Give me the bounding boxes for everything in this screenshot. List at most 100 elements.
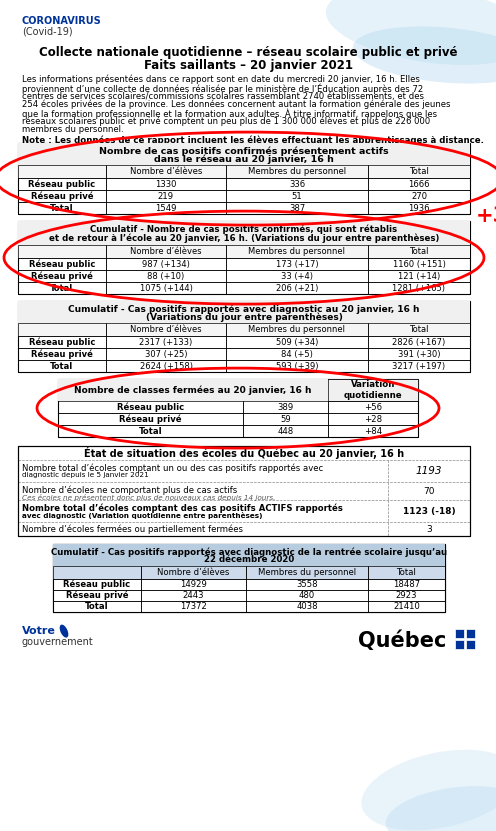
Text: Variation
quotidienne: Variation quotidienne xyxy=(344,381,402,400)
Ellipse shape xyxy=(385,786,496,831)
Text: +28: +28 xyxy=(364,415,382,424)
Text: 480: 480 xyxy=(299,591,315,600)
Bar xyxy=(328,413,418,425)
Text: Réseau privé: Réseau privé xyxy=(31,349,93,359)
Bar xyxy=(18,165,470,178)
Text: 509 (+34): 509 (+34) xyxy=(276,337,318,347)
Text: 206 (+21): 206 (+21) xyxy=(276,283,318,293)
Bar xyxy=(243,401,328,413)
Text: Note : Les données de ce rapport incluent les élèves effectuant les apprentissag: Note : Les données de ce rapport incluen… xyxy=(22,135,484,145)
Text: Nombre de cas positifs confirmés présentement actifs: Nombre de cas positifs confirmés présent… xyxy=(99,146,389,155)
Text: 2624 (+158): 2624 (+158) xyxy=(139,361,192,371)
Text: 1936: 1936 xyxy=(408,204,430,213)
Bar xyxy=(53,566,141,579)
Text: 3558: 3558 xyxy=(296,580,318,589)
Bar xyxy=(328,401,418,413)
Text: Total: Total xyxy=(50,204,74,213)
Text: 18487: 18487 xyxy=(393,580,420,589)
Bar xyxy=(18,221,470,294)
Text: 593 (+39): 593 (+39) xyxy=(276,361,318,371)
Bar xyxy=(226,360,368,372)
Bar xyxy=(53,590,141,601)
Text: 1193: 1193 xyxy=(416,466,442,476)
Text: Membres du personnel: Membres du personnel xyxy=(258,568,356,577)
Bar xyxy=(466,640,475,649)
Text: 59: 59 xyxy=(280,415,291,424)
Text: 1075 (+144): 1075 (+144) xyxy=(139,283,192,293)
Text: 4038: 4038 xyxy=(296,602,318,611)
Bar xyxy=(368,348,470,360)
Text: 389: 389 xyxy=(277,402,294,411)
Text: 219: 219 xyxy=(158,192,174,200)
Text: Membres du personnel: Membres du personnel xyxy=(248,247,346,256)
Bar xyxy=(18,245,106,258)
Bar xyxy=(368,258,470,270)
Bar xyxy=(141,579,246,590)
Text: Cumulatif - Cas positifs rapportés avec diagnostic de la rentrée scolaire jusqu’: Cumulatif - Cas positifs rapportés avec … xyxy=(51,547,447,557)
Bar xyxy=(226,270,368,282)
Bar xyxy=(58,425,243,437)
Bar xyxy=(18,360,106,372)
Bar xyxy=(106,336,226,348)
Text: Nombre d’élèves: Nombre d’élèves xyxy=(130,167,202,176)
Bar xyxy=(106,165,226,178)
Bar xyxy=(106,258,226,270)
Bar xyxy=(226,336,368,348)
Bar xyxy=(246,579,368,590)
Text: Total: Total xyxy=(409,247,429,256)
Bar xyxy=(226,165,368,178)
Text: Membres du personnel: Membres du personnel xyxy=(248,325,346,334)
Bar xyxy=(106,178,226,190)
Text: Les informations présentées dans ce rapport sont en date du mercredi 20 janvier,: Les informations présentées dans ce rapp… xyxy=(22,75,420,85)
Bar xyxy=(106,202,226,214)
Text: Collecte nationale quotidienne – réseau scolaire public et privé: Collecte nationale quotidienne – réseau … xyxy=(39,46,457,59)
Text: Nombre d’élèves: Nombre d’élèves xyxy=(157,568,230,577)
Text: +56: +56 xyxy=(364,402,382,411)
Text: Nombre d’élèves: Nombre d’élèves xyxy=(130,247,202,256)
Text: 21410: 21410 xyxy=(393,602,420,611)
Text: Nombre total d’écoles comptant un ou des cas positifs rapportés avec: Nombre total d’écoles comptant un ou des… xyxy=(22,463,323,473)
Text: 33 (+4): 33 (+4) xyxy=(281,272,313,281)
Bar xyxy=(368,165,470,178)
Text: Réseau privé: Réseau privé xyxy=(31,272,93,281)
Bar xyxy=(368,590,445,601)
Bar xyxy=(226,178,368,190)
Bar xyxy=(246,601,368,612)
Text: Cumulatif - Nombre de cas positifs confirmés, qui sont rétablis: Cumulatif - Nombre de cas positifs confi… xyxy=(90,224,398,234)
Text: 1330: 1330 xyxy=(155,179,177,189)
Text: Faits saillants – 20 janvier 2021: Faits saillants – 20 janvier 2021 xyxy=(143,59,353,72)
Bar xyxy=(141,566,246,579)
Bar xyxy=(226,202,368,214)
Text: 1160 (+151): 1160 (+151) xyxy=(392,259,445,268)
Text: 173 (+17): 173 (+17) xyxy=(276,259,318,268)
Text: État de situation des écoles du Québec au 20 janvier, 16 h: État de situation des écoles du Québec a… xyxy=(84,447,404,459)
Text: 1123 (-18): 1123 (-18) xyxy=(403,507,455,515)
Bar xyxy=(18,270,106,282)
Bar xyxy=(368,566,445,579)
Text: 270: 270 xyxy=(411,192,427,200)
Ellipse shape xyxy=(353,27,496,84)
Bar xyxy=(368,336,470,348)
Text: 14929: 14929 xyxy=(180,580,207,589)
Bar xyxy=(226,190,368,202)
Bar xyxy=(53,579,141,590)
Bar xyxy=(141,601,246,612)
Bar xyxy=(368,190,470,202)
Text: que la formation professionnelle et la formation aux adultes. À titre informatif: que la formation professionnelle et la f… xyxy=(22,108,437,119)
Text: diagnostic depuis le 5 janvier 2021: diagnostic depuis le 5 janvier 2021 xyxy=(22,472,149,478)
Text: centres de services scolaires/commissions scolaires rassemblant 2740 établisseme: centres de services scolaires/commission… xyxy=(22,91,424,101)
Bar xyxy=(18,446,470,536)
Text: Membres du personnel: Membres du personnel xyxy=(248,167,346,176)
Bar xyxy=(466,629,475,638)
Bar xyxy=(18,446,470,536)
Text: Nombre d’écoles ne comportant plus de cas actifs: Nombre d’écoles ne comportant plus de ca… xyxy=(22,485,237,494)
Bar xyxy=(106,323,226,336)
Text: dans le réseau au 20 janvier, 16 h: dans le réseau au 20 janvier, 16 h xyxy=(154,155,334,164)
Bar xyxy=(106,282,226,294)
Text: 2443: 2443 xyxy=(183,591,204,600)
Text: 254 écoles privées de la province. Les données concernent autant la formation gé: 254 écoles privées de la province. Les d… xyxy=(22,100,450,110)
Text: 2923: 2923 xyxy=(396,591,417,600)
Text: membres du personnel.: membres du personnel. xyxy=(22,125,124,134)
Bar xyxy=(18,190,106,202)
Text: Réseau public: Réseau public xyxy=(117,402,184,412)
